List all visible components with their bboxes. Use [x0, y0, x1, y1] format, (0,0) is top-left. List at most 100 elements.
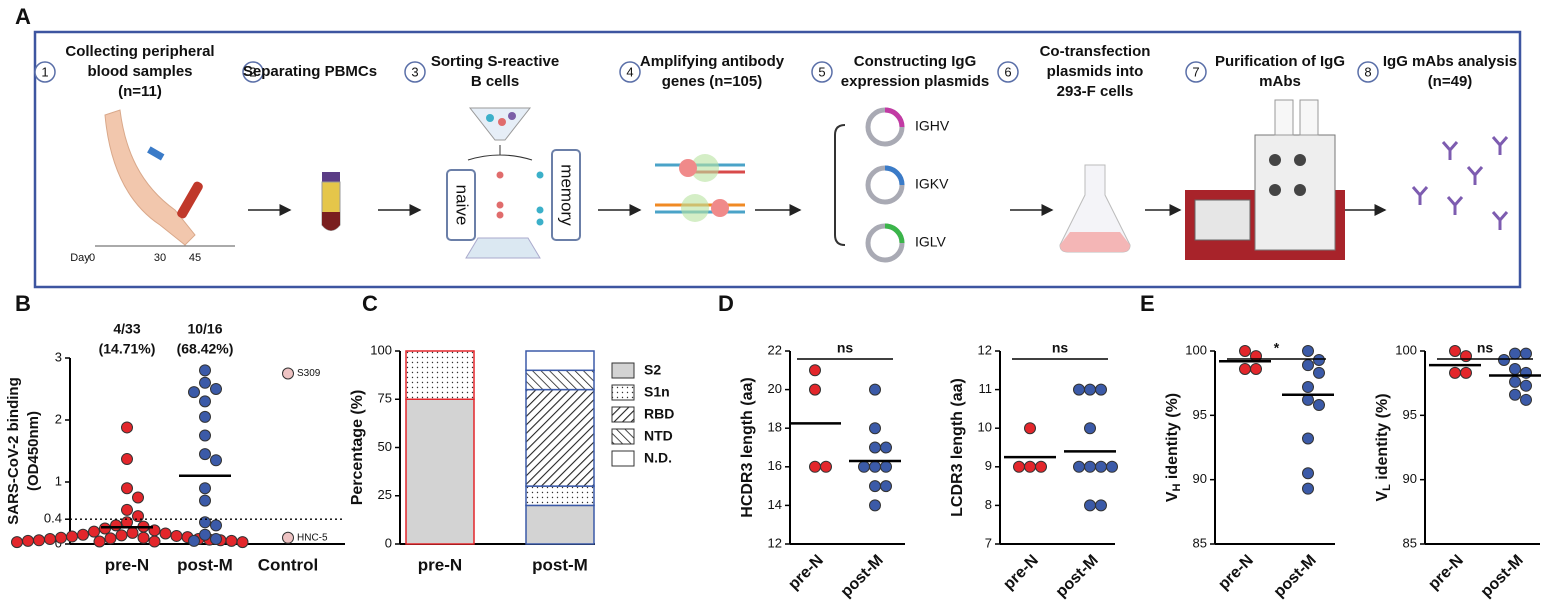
- y-tick-label: 95: [1403, 407, 1417, 422]
- data-point: [199, 482, 211, 495]
- plasmid-label: IGHV: [915, 118, 950, 134]
- panel-letter: A: [15, 4, 31, 29]
- data-point: [1095, 460, 1107, 473]
- data-point: [1239, 345, 1251, 357]
- point-label: S309: [297, 368, 321, 379]
- icon-sorting: [446, 107, 581, 259]
- annotation: (14.71%): [99, 341, 156, 357]
- y-tick-label: 95: [1193, 407, 1207, 422]
- x-tick-label: post-M: [1053, 552, 1102, 601]
- timeline-label: 30: [154, 252, 166, 264]
- legend-swatch: [611, 406, 635, 423]
- y-tick-label: 22: [768, 342, 782, 357]
- data-point: [44, 533, 56, 546]
- data-point: [1024, 460, 1036, 473]
- data-point: [210, 533, 222, 546]
- data-point: [132, 491, 144, 504]
- data-point: [236, 536, 249, 549]
- y-tick-label: 12: [978, 342, 992, 357]
- y-axis-label: Percentage (%): [349, 390, 366, 506]
- bar-segment: [405, 350, 475, 400]
- data-point: [132, 510, 144, 523]
- step-label: IgG mAbs analysis: [1383, 53, 1517, 70]
- step-number: 1: [41, 64, 48, 79]
- step-label: genes (n=105): [662, 73, 762, 90]
- data-point: [1239, 363, 1251, 376]
- y-tick-label: 16: [768, 458, 782, 473]
- annotation: 4/33: [113, 321, 140, 337]
- y-tick-label: 7: [985, 535, 992, 550]
- data-point: [1073, 383, 1085, 396]
- data-point: [1250, 363, 1262, 376]
- x-tick-label: post-M: [1478, 552, 1527, 601]
- y-axis-label-part: V: [1164, 491, 1181, 502]
- legend-swatch: [611, 362, 635, 379]
- y-axis-label: VH identity (%): [1164, 393, 1183, 502]
- data-point: [210, 383, 222, 395]
- step-badge: [242, 61, 264, 83]
- y-axis-label: (OD450nm): [25, 411, 42, 491]
- data-point: [1520, 366, 1532, 379]
- y-tick-label: 100: [370, 342, 392, 357]
- step-number: 8: [1364, 64, 1371, 79]
- panel-letter: B: [15, 291, 31, 316]
- step-label: B cells: [471, 73, 519, 90]
- data-point: [110, 519, 122, 532]
- data-point: [199, 528, 211, 541]
- timeline-label: Day: [70, 252, 90, 264]
- x-tick-label: pre-N: [1215, 552, 1257, 594]
- y-axis-label-subscript: L: [1381, 484, 1393, 491]
- step-badge: [1185, 61, 1207, 83]
- y-axis-label-part: identity (%): [1374, 393, 1391, 484]
- significance-label: ns: [837, 340, 854, 356]
- icon-plasmids: [834, 107, 905, 263]
- data-point: [880, 460, 892, 473]
- data-point: [115, 529, 128, 542]
- step-label: plasmids into: [1047, 63, 1144, 80]
- data-point: [199, 376, 211, 389]
- step-number: 6: [1004, 64, 1011, 79]
- data-point: [188, 386, 200, 399]
- data-point: [1084, 422, 1096, 435]
- data-point: [282, 531, 294, 544]
- step-label: (n=11): [118, 83, 162, 100]
- data-point: [22, 534, 34, 547]
- x-tick-label: pre-N: [785, 552, 827, 594]
- data-point: [1460, 366, 1472, 379]
- y-tick-label: 1: [55, 473, 62, 488]
- data-point: [1509, 375, 1521, 388]
- data-point: [199, 410, 211, 423]
- x-tick-label: pre-N: [418, 555, 462, 574]
- data-point: [1520, 393, 1532, 406]
- data-point: [869, 441, 881, 454]
- y-tick-label: 85: [1403, 535, 1417, 550]
- data-point: [159, 527, 172, 540]
- data-point: [1449, 345, 1461, 357]
- data-point: [121, 482, 133, 495]
- data-point: [1302, 467, 1314, 480]
- legend-label: N.D.: [644, 450, 672, 466]
- bar-segment: [525, 485, 595, 507]
- x-tick-label: pre-N: [1425, 552, 1467, 594]
- step-label: Purification of IgG: [1215, 53, 1345, 70]
- data-point: [199, 494, 211, 507]
- y-tick-label: 14: [768, 497, 782, 512]
- annotation: (68.42%): [177, 341, 234, 357]
- data-point: [1084, 499, 1096, 512]
- y-tick-label: 20: [768, 381, 782, 396]
- data-point: [1106, 460, 1118, 473]
- data-point: [809, 460, 821, 473]
- y-tick-label: 11: [979, 381, 993, 396]
- data-point: [170, 529, 183, 542]
- data-point: [869, 422, 881, 435]
- icon-antibodies: [1411, 136, 1509, 230]
- y-tick-label: 90: [1193, 471, 1207, 486]
- y-axis-label-part: V: [1374, 491, 1391, 502]
- cell-type-label: naive: [453, 185, 472, 226]
- icon-pcr: [655, 154, 745, 222]
- significance-label: *: [1274, 340, 1280, 356]
- legend-swatch: [611, 450, 635, 467]
- data-point: [1095, 499, 1107, 512]
- data-point: [1084, 460, 1096, 473]
